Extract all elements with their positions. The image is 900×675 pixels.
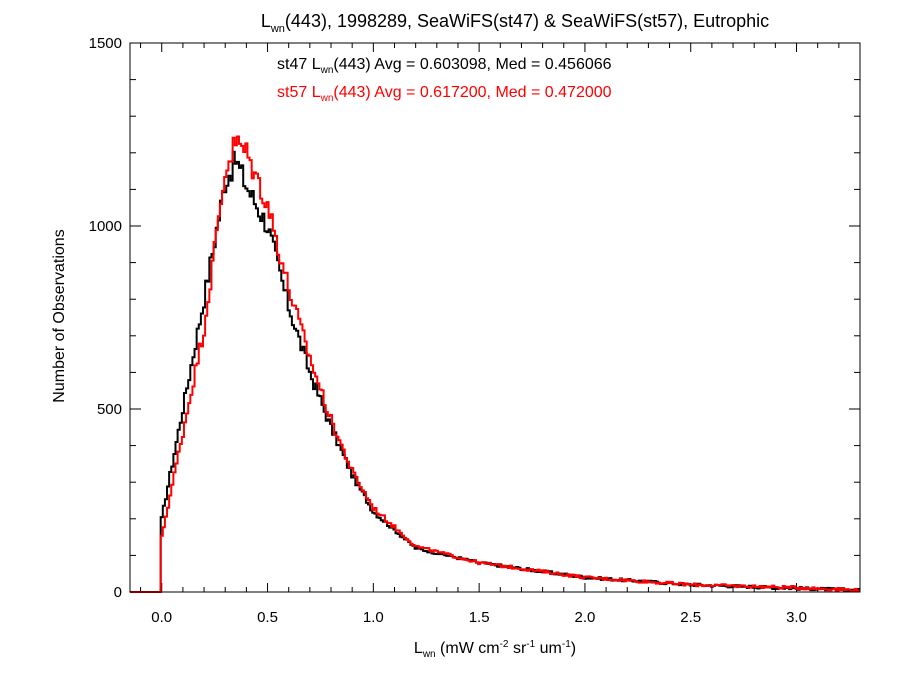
x-axis-label-part3: um xyxy=(535,640,562,657)
y-tick-label: 500 xyxy=(97,401,122,418)
chart-title-rest: (443), 1998289, SeaWiFS(st47) & SeaWiFS(… xyxy=(285,11,769,31)
chart-title: Lwn(443), 1998289, SeaWiFS(st47) & SeaWi… xyxy=(261,11,769,35)
legend-entry-st47: st47 Lwn(443) Avg = 0.603098, Med = 0.45… xyxy=(277,56,612,76)
legend-st57-stats: (443) Avg = 0.617200, Med = 0.472000 xyxy=(333,84,611,101)
x-tick-label: 2.0 xyxy=(574,609,595,626)
legend-st57-sub: wn xyxy=(320,93,334,104)
x-tick-label: 3.0 xyxy=(786,609,807,626)
x-tick-label: 1.5 xyxy=(469,609,490,626)
x-axis-label-sup1: -2 xyxy=(500,639,509,650)
x-tick-label: 0.5 xyxy=(257,609,278,626)
series-group xyxy=(130,135,860,593)
legend-st47-prefix: st47 L xyxy=(277,56,321,73)
series-st57-line xyxy=(130,135,860,593)
chart-title-subscript: wn xyxy=(270,23,285,35)
x-axis-label-sup2: -1 xyxy=(526,639,535,650)
y-axis-label: Number of Observations xyxy=(51,229,68,402)
y-tick-label: 1000 xyxy=(89,218,122,235)
x-axis-label-sub: wn xyxy=(422,649,436,660)
axis-ticks: 0.0 0.5 1.0 1.5 2.0 2.5 3.0 0 500 1000 1500 xyxy=(89,35,861,626)
x-axis-label-part4: ) xyxy=(571,640,576,657)
y-tick-label: 1500 xyxy=(89,35,122,52)
x-axis-label-sup3: -1 xyxy=(562,639,571,650)
y-tick-label: 0 xyxy=(114,584,122,601)
x-axis-label-part2: sr xyxy=(509,640,527,657)
chart-title-main: L xyxy=(261,11,271,31)
x-axis-label: Lwn (mW cm-2 sr-1 um-1) xyxy=(414,639,576,660)
legend-st47-sub: wn xyxy=(320,65,334,76)
legend-st47-stats: (443) Avg = 0.603098, Med = 0.456066 xyxy=(333,56,611,73)
x-tick-label: 0.0 xyxy=(151,609,172,626)
plot-frame xyxy=(129,42,861,593)
legend-entry-st57: st57 Lwn(443) Avg = 0.617200, Med = 0.47… xyxy=(277,84,612,104)
x-axis-label-main: L xyxy=(414,640,423,657)
x-tick-label: 2.5 xyxy=(680,609,701,626)
x-axis-label-part1: (mW cm xyxy=(436,640,500,657)
legend-st57-prefix: st57 L xyxy=(277,84,321,101)
series-st47-line xyxy=(130,150,860,593)
x-tick-label: 1.0 xyxy=(363,609,384,626)
legend: st47 Lwn(443) Avg = 0.603098, Med = 0.45… xyxy=(277,56,612,104)
